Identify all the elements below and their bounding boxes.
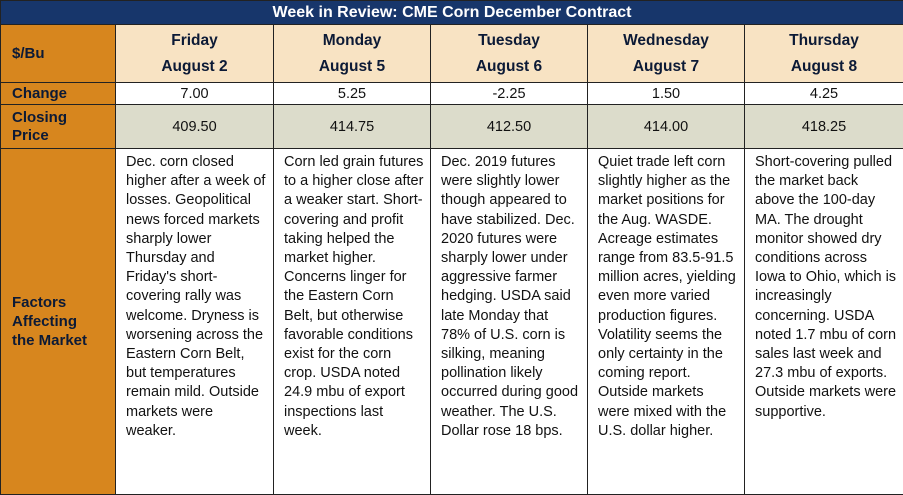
day-header-thursday: Thursday August 8 (745, 25, 903, 83)
day-name: Friday (171, 32, 218, 49)
factors-label-line1: Factors (12, 294, 66, 311)
factor-text: Dec. corn closed higher after a week of … (126, 153, 267, 490)
factor-text: Corn led grain futures to a higher close… (284, 153, 424, 490)
factor-cell-friday: Dec. corn closed higher after a week of … (116, 149, 274, 495)
change-cell: 1.50 (588, 83, 745, 105)
title-row: Week in Review: CME Corn December Contra… (1, 1, 903, 25)
closing-price-cell: 409.50 (116, 105, 274, 149)
change-cell: 5.25 (274, 83, 431, 105)
header-row: $/Bu Friday August 2 Monday August 5 Tuesd… (1, 25, 903, 83)
closing-label-line1: Closing (12, 109, 67, 126)
factors-label-line2: Affecting (12, 313, 77, 330)
factor-cell-thursday: Short-covering pulled the market back ab… (745, 149, 903, 495)
factor-cell-monday: Corn led grain futures to a higher close… (274, 149, 431, 495)
day-date: August 6 (476, 58, 542, 75)
change-row: Change 7.00 5.25 -2.25 1.50 4.25 (1, 83, 903, 105)
closing-price-cell: 414.75 (274, 105, 431, 149)
day-name: Monday (323, 32, 382, 49)
day-header-tuesday: Tuesday August 6 (431, 25, 588, 83)
factor-text: Short-covering pulled the market back ab… (755, 153, 897, 490)
closing-price-cell: 414.00 (588, 105, 745, 149)
change-label: Change (1, 83, 116, 105)
factors-label: Factors Affecting the Market (1, 149, 116, 495)
closing-price-cell: 418.25 (745, 105, 903, 149)
closing-price-cell: 412.50 (431, 105, 588, 149)
day-header-friday: Friday August 2 (116, 25, 274, 83)
day-name: Tuesday (478, 32, 540, 49)
unit-label: $/Bu (1, 25, 116, 83)
factors-label-line3: the Market (12, 332, 87, 349)
change-cell: 7.00 (116, 83, 274, 105)
day-date: August 2 (161, 58, 227, 75)
factors-row: Factors Affecting the Market Dec. corn clo… (1, 149, 903, 495)
day-header-monday: Monday August 5 (274, 25, 431, 83)
change-cell: -2.25 (431, 83, 588, 105)
factor-text: Quiet trade left corn slightly higher as… (598, 153, 738, 490)
day-name: Wednesday (623, 32, 709, 49)
closing-label-line2: Price (12, 127, 49, 144)
day-date: August 8 (791, 58, 857, 75)
factor-cell-wednesday: Quiet trade left corn slightly higher as… (588, 149, 745, 495)
day-name: Thursday (789, 32, 859, 49)
day-date: August 5 (319, 58, 385, 75)
table-title: Week in Review: CME Corn December Contra… (1, 1, 903, 25)
factor-cell-tuesday: Dec. 2019 futures were slightly lower th… (431, 149, 588, 495)
day-date: August 7 (633, 58, 699, 75)
change-cell: 4.25 (745, 83, 903, 105)
factor-text: Dec. 2019 futures were slightly lower th… (441, 153, 581, 490)
day-header-wednesday: Wednesday August 7 (588, 25, 745, 83)
